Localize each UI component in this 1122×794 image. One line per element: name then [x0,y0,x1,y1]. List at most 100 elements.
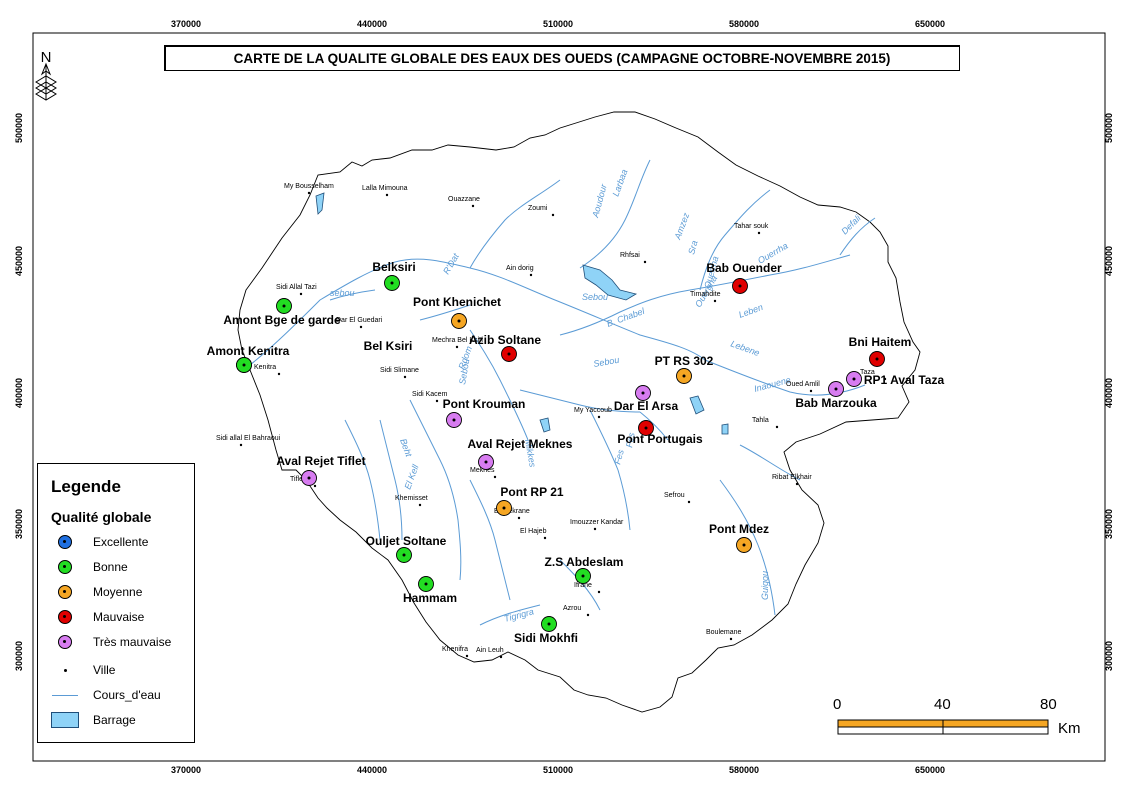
town-dot [499,655,503,659]
station-marker: Amont Kenitra [207,344,290,373]
station-marker: Bab Ouender [706,261,782,294]
town-label: My Yaccoub [574,407,612,414]
town-dot [435,399,439,403]
town-label: Ribat Elkhair [772,474,812,481]
scale-bar [837,719,1049,735]
town-dot [418,503,422,507]
town-dot [359,325,363,329]
station-marker: PT RS 302 [655,354,714,384]
station-marker: Sidi Mokhfi [514,616,578,645]
scale-label-40: 40 [934,696,951,713]
station-label: Aval Rejet Tiflet [276,454,365,468]
legend-item-label: Barrage [93,713,136,727]
town-label: Tahla [752,417,769,424]
station-label: Bel Ksiri [364,339,413,353]
town-label: El Hajeb [520,528,547,535]
station-center-dot [502,506,506,510]
town-label: Ouazzane [448,196,480,203]
town-dot [455,345,459,349]
river-label: Fes [624,431,637,448]
station-label: PT RS 302 [655,354,714,368]
town-marker: Tiflet [290,476,317,488]
scale-unit: Km [1058,720,1081,737]
map-title: CARTE DE LA QUALITE GLOBALE DES EAUX DES… [164,45,960,71]
y-tick-label-left: 450000 [14,246,24,276]
scale-label-80: 80 [1040,696,1057,713]
town-label: Oued Amlil [786,381,820,388]
town-marker: Dar El Guedari [336,317,383,329]
town-dot [471,204,475,208]
town-label: My Bousselham [284,183,334,190]
town-dot [529,273,533,277]
station-center-dot [738,284,742,288]
town-marker: Sidi Allal Tazi [276,284,317,296]
quality-dot-icon [58,610,72,624]
station-label: Azib Soltane [469,333,541,347]
station-label: Bab Marzouka [795,396,877,410]
town-dot [775,425,779,429]
town-dot [385,193,389,197]
town-marker: Azrou [563,605,590,617]
legend-item-label: Cours_d'eau [93,688,161,702]
station-label: Hammam [403,591,457,605]
station-marker: Azib Soltane [469,333,541,362]
legend-item-moyenne: Moyenne [51,582,142,602]
station-center-dot [452,418,456,422]
station-label: Ouljet Soltane [366,534,447,548]
town-marker: Boufekrane [494,508,530,520]
legend-item-mauvaise: Mauvaise [51,607,144,627]
town-marker: Sefrou [664,492,691,504]
town-label: Rhfsai [620,252,640,259]
station-label: Pont RP 21 [500,485,563,499]
town-marker: Ribat Elkhair [772,474,812,486]
river-label: sebou [330,288,355,298]
town-dot [687,500,691,504]
station-marker: Aval Rejet Meknes [468,437,573,470]
town-dot [465,654,469,658]
town-marker: Taza [860,369,887,381]
station-label: Pont Mdez [709,522,769,536]
town-dot [597,590,601,594]
station-center-dot [852,377,856,381]
river-label: Sebou [457,358,471,385]
x-tick-label-top: 370000 [171,19,201,29]
legend-subtitle: Qualité globale [51,509,152,525]
x-tick-label-top: 440000 [357,19,387,29]
station-label: Aval Rejet Meknes [468,437,573,451]
station-label: Bni Haitem [849,335,912,349]
scale-label-0: 0 [833,696,842,713]
town-marker: Sidi allal El Bahraoui [216,435,281,447]
barrage-layer [315,192,729,435]
town-label: Tiflet [290,476,305,483]
station-center-dot [682,374,686,378]
town-label: Sidi Slimane [380,367,419,374]
quality-dot-icon [58,585,72,599]
quality-dot-icon [58,535,72,549]
town-marker: Ifrane [574,582,601,594]
station-label: Dar El Arsa [614,399,679,413]
station-label: Amont Kenitra [207,344,290,358]
town-marker: Mechra Bel Ksiri [432,337,483,349]
town-dot [883,377,887,381]
station-center-dot [307,476,311,480]
station-center-dot [742,543,746,547]
legend-item-label: Ville [93,663,116,677]
town-label: Ain dorig [506,265,534,272]
town-marker: Zoumi [528,205,555,217]
town-dot [597,415,601,419]
town-label: Azrou [563,605,581,612]
town-marker: My Bousselham [284,183,334,195]
station-center-dot [547,622,551,626]
town-dot [313,484,317,488]
town-label: Ain Leuh [476,647,504,654]
station-center-dot [282,304,286,308]
station-label: Pont Khenichet [413,295,501,309]
station-center-dot [484,460,488,464]
x-tick-label-bottom: 510000 [543,765,573,775]
station-marker: Belksiri [372,260,416,291]
station-marker: Hammam [403,576,457,605]
station-label: RP1 Aval Taza [864,373,945,387]
town-marker: El Hajeb [520,528,547,540]
town-marker: Lalla Mimouna [362,185,408,197]
